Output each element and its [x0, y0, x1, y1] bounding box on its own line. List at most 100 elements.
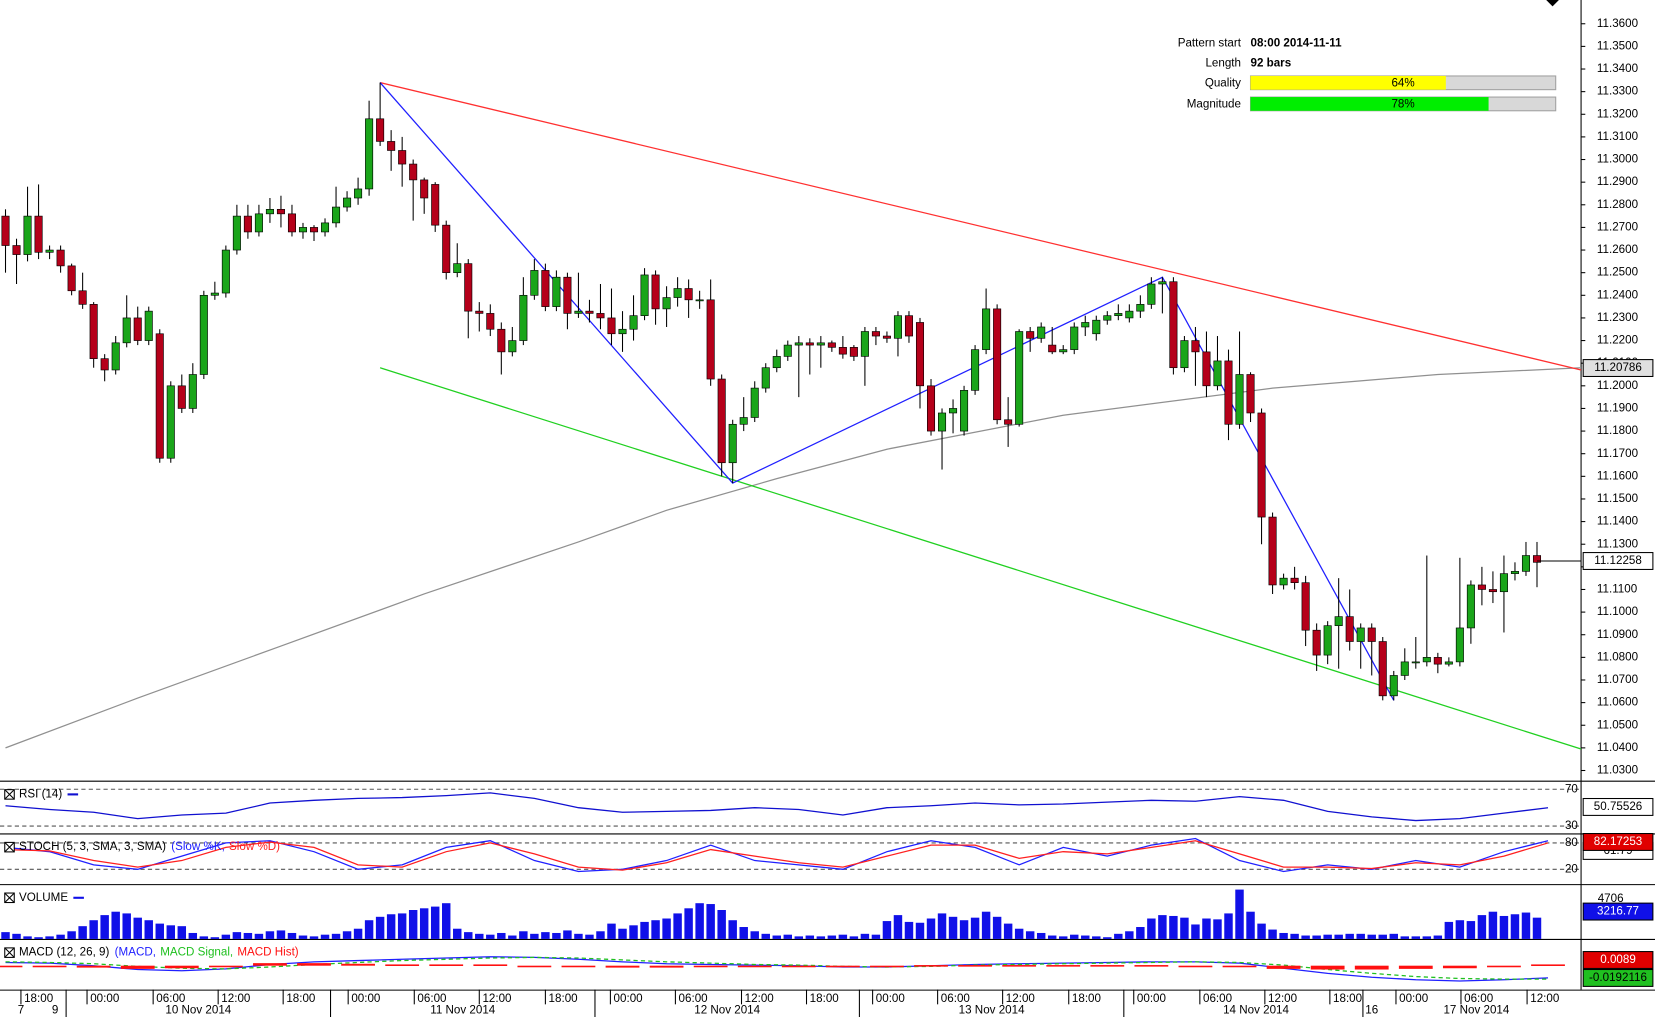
candle-body [993, 308, 1002, 421]
volume-bar [596, 931, 605, 939]
candle-body [1070, 326, 1079, 350]
volume-bar [1411, 936, 1421, 939]
volume-bar [265, 931, 275, 939]
candle-body [67, 265, 76, 292]
volume-bar [276, 930, 286, 939]
y-tick-label: 11.1800 [1597, 424, 1638, 437]
candle-body [849, 347, 858, 357]
candle-body [982, 308, 991, 350]
volume-bar [1125, 931, 1134, 939]
x-tick-label: 12:00 [745, 992, 774, 1005]
candle-body [1147, 283, 1156, 305]
candle-body [23, 215, 32, 255]
legend-entry: MACD Signal, [160, 946, 233, 959]
date-label: 17 Nov 2014 [1443, 1004, 1509, 1017]
volume-bar [981, 911, 991, 939]
candle-body [717, 378, 726, 464]
volume-bar [673, 913, 682, 939]
volume-bar [1213, 919, 1222, 939]
volume-bar [453, 928, 462, 939]
candle-body [89, 304, 98, 359]
candle-body [739, 417, 748, 425]
candle-body [221, 249, 230, 294]
panel-close-x [4, 842, 15, 852]
candle-body [706, 299, 715, 380]
x-tick-label: 12:00 [1006, 992, 1035, 1005]
candle-body [332, 206, 341, 224]
volume-bar [783, 934, 793, 939]
candle-body [321, 222, 330, 233]
y-tick-label: 11.2500 [1597, 266, 1638, 279]
volume-bar [188, 932, 198, 939]
candle-body [420, 179, 429, 199]
volume-bar [1246, 911, 1255, 939]
value-tag-label: 3216.77 [1597, 905, 1639, 918]
x-tick-label: 06:00 [1203, 992, 1232, 1005]
candle-body [1444, 661, 1453, 665]
volume-bar [563, 930, 572, 939]
candle-body [1092, 319, 1101, 335]
y-tick-label: 11.0300 [1597, 764, 1638, 777]
volume-bar [706, 904, 715, 939]
candle-body [805, 342, 814, 346]
volume-bar [122, 913, 131, 939]
candle-body [607, 317, 616, 335]
hist-bar [76, 965, 111, 968]
volume-bar [508, 935, 517, 939]
volume-bar [342, 931, 352, 939]
candle-body [1235, 374, 1244, 425]
hist-bar [517, 965, 552, 968]
candle-body [1411, 661, 1420, 664]
volume-bar [1081, 935, 1090, 939]
hist-bar [649, 965, 684, 968]
panel-title: MACD (12, 26, 9) [19, 946, 110, 959]
candle-body [1004, 419, 1013, 425]
hist-bar [1134, 965, 1169, 967]
volume-bar [1059, 936, 1068, 939]
candle-body [45, 249, 54, 253]
candle-body [1279, 577, 1288, 586]
volume-bar [926, 918, 936, 939]
volume-bar [1169, 915, 1178, 939]
date-label: 12 Nov 2014 [694, 1004, 760, 1017]
volume-bar [629, 925, 638, 939]
volume-bar [386, 914, 396, 939]
candle-body [354, 188, 363, 199]
y-tick-label: 11.0800 [1597, 650, 1638, 663]
pattern-line [5, 367, 1582, 749]
candle-body [629, 315, 638, 330]
x-tick-label: 12:00 [1530, 992, 1559, 1005]
volume-bar [904, 921, 914, 939]
candle-body [122, 317, 131, 344]
candle-body [155, 333, 164, 459]
candle-body [915, 322, 925, 387]
candle-body [1257, 412, 1266, 518]
volume-bar [1268, 929, 1277, 939]
menu-arrow[interactable] [1546, 0, 1559, 7]
volume-bar [1070, 934, 1079, 939]
y-tick-label: 11.1000 [1597, 605, 1638, 618]
hist-bar [781, 965, 816, 968]
candle-body [298, 227, 308, 233]
candle-body [1136, 304, 1145, 312]
candle-body [376, 118, 385, 142]
candle-body [563, 276, 572, 314]
candle-body [695, 299, 704, 302]
volume-bar [254, 933, 264, 939]
volume-bar [210, 937, 220, 939]
candle-body [287, 213, 296, 233]
value-tag [1582, 833, 1654, 851]
volume-bar [1499, 915, 1509, 939]
candle-body [1213, 360, 1222, 387]
volume-bar [67, 931, 76, 939]
y-tick-label: 11.3100 [1597, 130, 1638, 143]
volume-bar [1422, 936, 1432, 939]
volume-bar [133, 917, 142, 939]
volume-bar [618, 928, 627, 939]
candle-body [166, 385, 175, 459]
volume-bar [574, 933, 583, 939]
candle-body [1312, 629, 1321, 656]
candle-body [1125, 310, 1134, 319]
volume-bar [860, 933, 870, 939]
candle-body [1015, 331, 1024, 425]
